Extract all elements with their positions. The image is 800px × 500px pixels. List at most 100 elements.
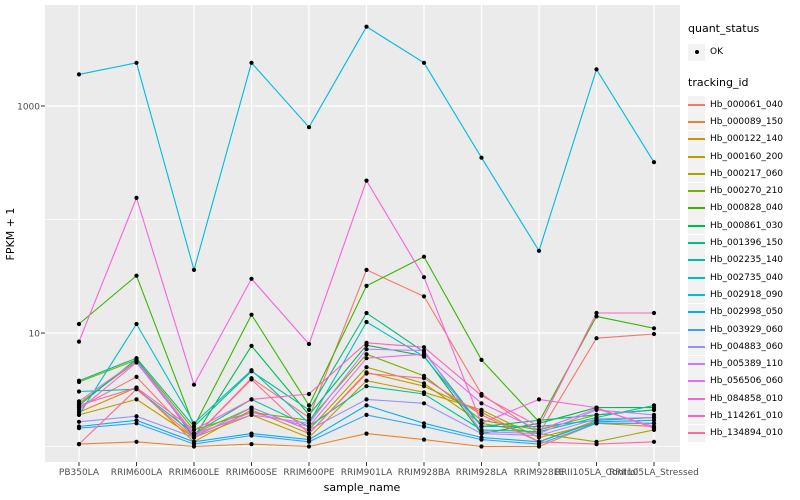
legend-item-label: Hb_114261_010 [710,410,784,421]
legend-key-box [688,372,705,390]
data-point [594,405,599,410]
x-tick-label: RRII105LA_Control [555,468,638,478]
legend-key-box [688,217,705,235]
data-point [651,310,657,316]
legend-key-box [688,199,705,217]
data-point [421,421,427,426]
legend-key-box [688,321,705,338]
series-color-swatch [688,328,705,331]
legend-key-box [688,355,705,373]
data-point [76,378,82,383]
data-point [249,343,254,348]
legend-item-ok: OK [688,42,800,62]
data-point [421,254,427,259]
legend-item: Hb_002998_050 [688,303,800,321]
legend-item: Hb_000061_040 [688,96,800,114]
data-point [306,125,312,130]
data-point [364,310,369,316]
data-point [76,339,82,344]
data-point [479,407,484,412]
data-point [76,321,82,327]
data-point [421,437,427,442]
data-point [421,60,427,65]
data-point [249,60,254,65]
data-point [364,371,369,376]
legend-item: Hb_004883_060 [688,338,800,356]
legend-key-box [688,148,705,166]
data-point [134,439,139,444]
data-point [306,444,312,449]
legend-item: Hb_000217_060 [688,165,800,183]
data-point [364,378,369,383]
data-point [651,160,657,165]
data-point [249,405,254,410]
legend-item-label: Hb_003929_060 [710,324,784,335]
data-point [421,391,427,397]
legend-item-label: Hb_000217_060 [710,168,784,179]
legend-item-label: Hb_000861_030 [710,220,784,231]
data-point [364,431,369,436]
legend-item: Hb_114261_010 [688,407,800,425]
data-point [651,403,657,408]
legend-item: Hb_000270_210 [688,182,800,200]
legend-key-box [688,303,705,321]
data-point [134,273,139,278]
data-point [536,418,542,423]
data-point [134,418,139,423]
y-axis-title: FPKM + 1 [4,208,17,261]
series-color-swatch [688,311,705,314]
data-point [249,397,254,402]
data-point [306,407,312,412]
legend-item: Hb_000828_040 [688,199,800,217]
data-point [191,267,197,272]
legend-key-box [688,234,705,252]
data-point [364,384,369,389]
x-tick-label: RRIM600LA [111,468,163,478]
data-point [421,401,427,406]
x-axis-title: sample_name [324,481,401,494]
data-point [651,439,657,444]
data-point [594,67,599,72]
data-point [594,336,599,341]
series-color-swatch [688,397,705,400]
x-tick-labels: PB350LA RRIM600LA RRIM600LE RRIM600SE RRIM60… [59,468,699,478]
legend-item: Hb_134894_010 [688,424,800,442]
data-point [76,399,82,404]
series-color-swatch [688,120,705,123]
data-point [421,352,427,357]
data-points [76,24,657,449]
data-point [536,397,542,402]
data-point [76,389,82,394]
legend-item: Hb_002735_040 [688,269,800,287]
data-point [421,376,427,381]
data-point [536,431,542,436]
data-point [364,365,369,370]
data-point [364,178,369,183]
point-marker-icon [694,50,699,54]
x-tick-label: RRIM901LA [341,468,393,478]
x-tick-label: RRII105LA_Stressed [609,468,699,478]
data-point [306,427,312,432]
series-color-swatch [688,172,705,175]
series-color-swatch [688,207,705,210]
data-point [536,439,542,444]
data-point [594,421,599,426]
legend-key-box [688,424,705,442]
data-point [364,397,369,402]
x-tick-label: RRIM928BA [398,468,451,478]
series-color-swatch [688,345,705,348]
data-point [306,421,312,426]
data-point [76,72,82,77]
data-point [76,407,82,412]
data-point [651,412,657,417]
legend-key-box [688,338,705,356]
data-point [306,439,312,444]
data-point [76,403,82,408]
legend-item-label: Hb_000270_210 [710,186,784,197]
legend-item-label: Hb_000828_040 [710,203,784,214]
legend-item: Hb_084858_010 [688,390,800,408]
data-point [479,412,484,417]
series-color-swatch [688,432,705,435]
series-color-swatch [688,103,705,106]
data-point [651,326,657,331]
